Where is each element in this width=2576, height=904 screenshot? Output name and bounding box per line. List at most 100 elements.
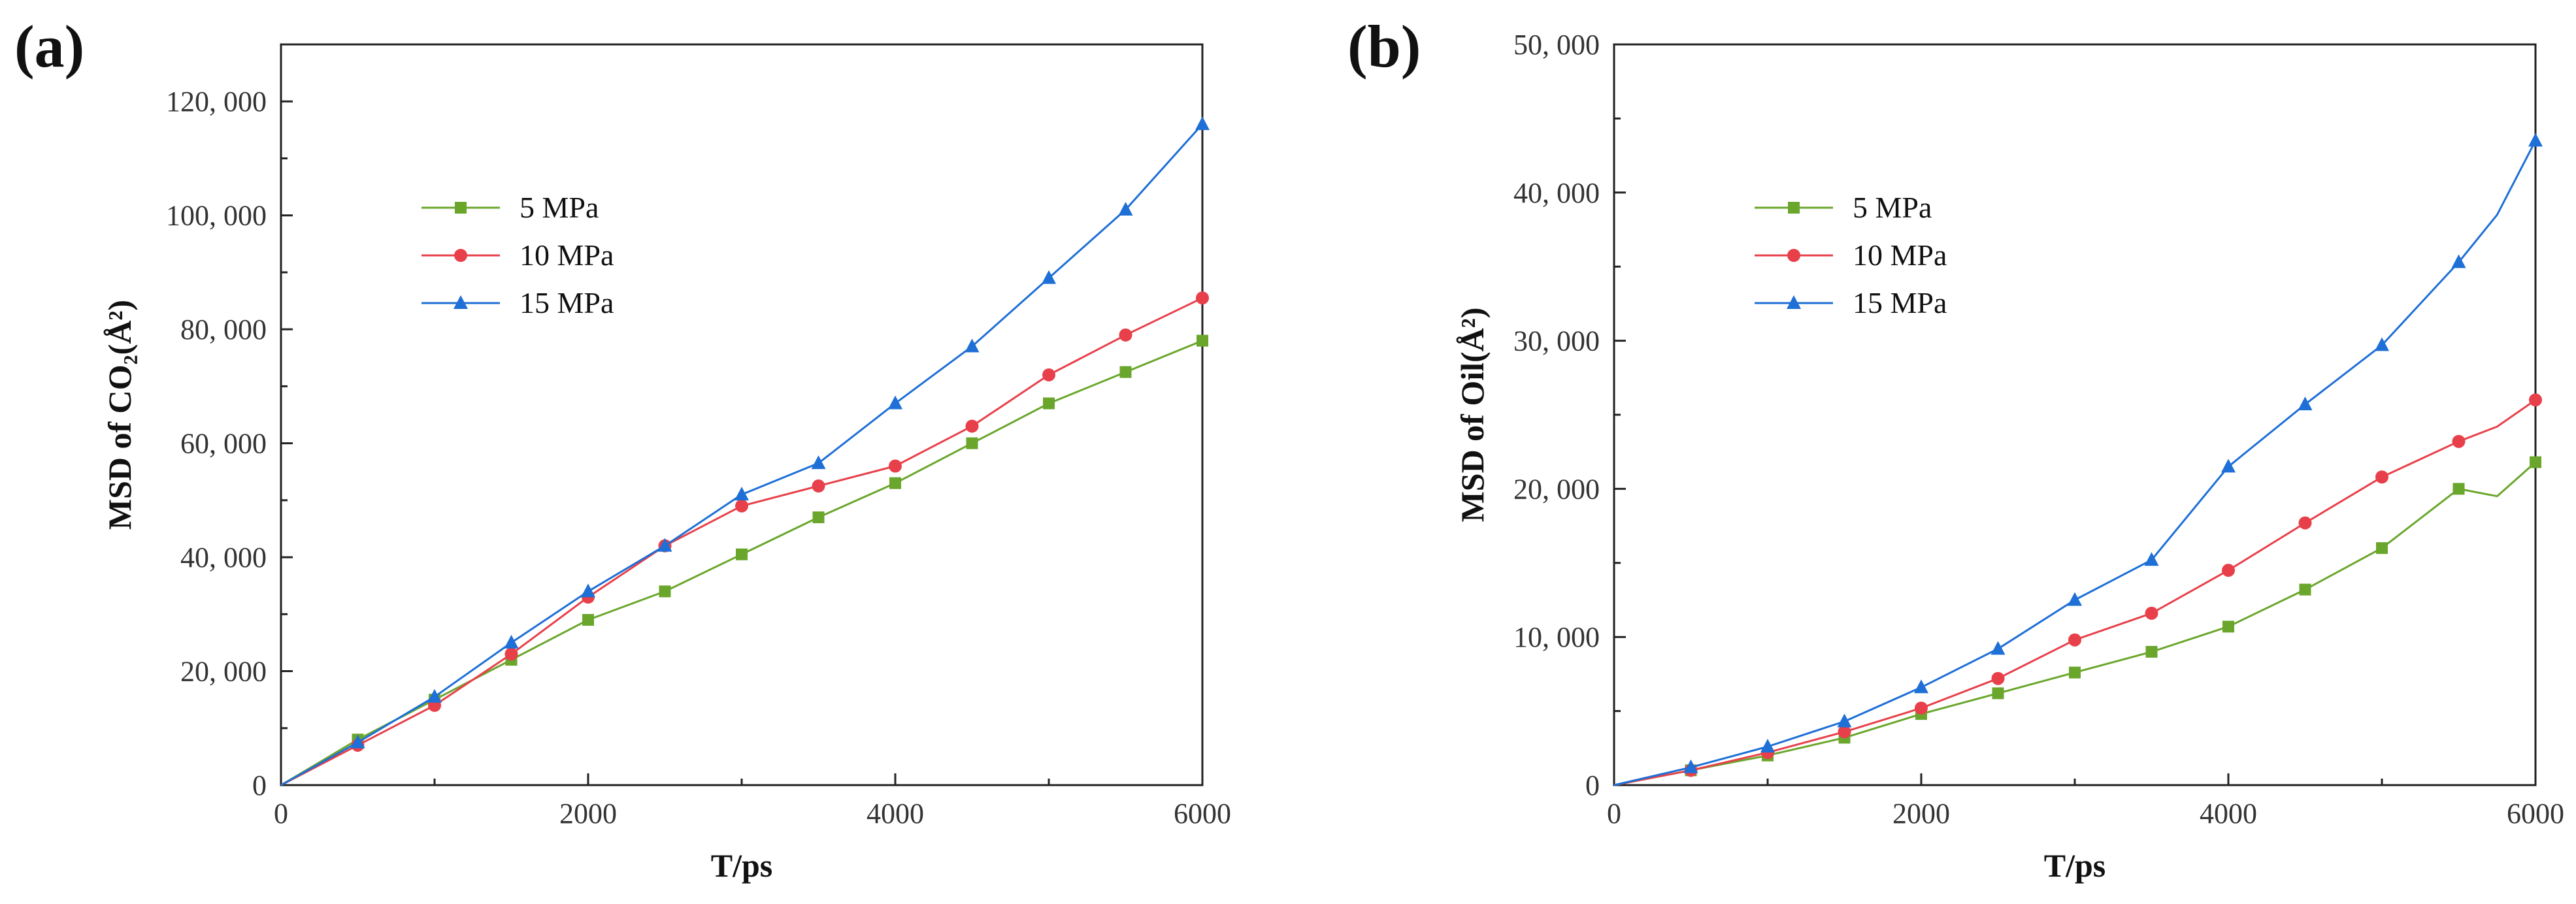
data-point bbox=[1042, 270, 1056, 284]
y-tick-label: 50, 000 bbox=[1513, 29, 1600, 61]
y-axis-label-b: MSD of Oil(Å²) bbox=[1454, 308, 1491, 523]
y-tick-label: 20, 000 bbox=[1513, 473, 1600, 505]
data-point bbox=[504, 647, 518, 661]
data-point bbox=[735, 487, 749, 501]
series-line-15-mpa bbox=[1613, 140, 2537, 786]
data-point bbox=[2145, 606, 2158, 620]
data-point bbox=[2068, 592, 2082, 606]
data-point bbox=[2298, 516, 2312, 530]
data-point bbox=[1197, 334, 1208, 347]
y-tick-label: 40, 000 bbox=[1513, 177, 1600, 209]
data-point bbox=[1118, 201, 1133, 216]
panel-a: (a) 0 2000 4000 6000 0 20, 000 40, 000 60, 000 8… bbox=[14, 13, 1231, 884]
data-point bbox=[1915, 702, 1928, 715]
data-point bbox=[2528, 133, 2543, 147]
series-a bbox=[280, 116, 1210, 786]
data-point bbox=[812, 511, 825, 524]
panel-label-a: (a) bbox=[14, 13, 84, 80]
x-tick-label: 2000 bbox=[1892, 798, 1950, 830]
data-point bbox=[1991, 671, 2005, 685]
data-point bbox=[581, 583, 595, 598]
data-point bbox=[1838, 725, 1851, 739]
data-point bbox=[2375, 470, 2388, 484]
y-axis-label-a: MSD of CO₂(Å²) bbox=[101, 300, 138, 530]
data-point bbox=[659, 585, 671, 598]
data-point bbox=[504, 634, 519, 649]
data-point bbox=[889, 477, 901, 489]
data-point bbox=[1990, 641, 2006, 655]
data-point bbox=[2452, 483, 2465, 495]
x-tick-label: 6000 bbox=[1174, 798, 1231, 830]
data-point bbox=[965, 338, 980, 353]
ticks-b: 0 2000 4000 6000 0 10, 000 20, 000 30, 000 40, 0… bbox=[1513, 29, 2564, 830]
data-point bbox=[2298, 396, 2313, 411]
data-point bbox=[1043, 397, 1055, 410]
ticks-a: 0 2000 4000 6000 0 20, 000 40, 000 60, 000 80, 0… bbox=[166, 86, 1231, 830]
legend-label: 15 MPa bbox=[1853, 286, 1947, 319]
series-line-5-mpa bbox=[1613, 461, 2536, 786]
legend-label: 5 MPa bbox=[1853, 191, 1932, 224]
data-point bbox=[965, 419, 979, 433]
data-point bbox=[2144, 552, 2159, 566]
legend-a: 5 MPa 10 MPa 15 MPa bbox=[421, 191, 614, 319]
data-point bbox=[735, 499, 748, 513]
data-point bbox=[1195, 116, 1210, 131]
data-point bbox=[2222, 564, 2235, 577]
x-tick-label: 2000 bbox=[559, 798, 617, 830]
data-point bbox=[1992, 687, 2004, 700]
data-point bbox=[2376, 542, 2388, 555]
data-point bbox=[1196, 291, 1209, 305]
legend-label: 10 MPa bbox=[520, 238, 614, 272]
data-point bbox=[1837, 713, 1852, 728]
data-point bbox=[2069, 666, 2081, 679]
data-point bbox=[2529, 393, 2542, 407]
x-tick-label: 6000 bbox=[2507, 798, 2564, 830]
x-tick-label: 4000 bbox=[2200, 798, 2257, 830]
panel-b: (b) 0 2000 4000 6000 0 10, 000 20, 000 30, 000 4… bbox=[1347, 13, 2564, 884]
x-tick-label: 0 bbox=[274, 798, 288, 830]
y-tick-label: 0 bbox=[1585, 769, 1600, 801]
data-point bbox=[2222, 621, 2234, 633]
legend-label: 5 MPa bbox=[520, 191, 599, 224]
series-line-5-mpa bbox=[280, 340, 1203, 786]
series-line-10-mpa bbox=[280, 297, 1203, 786]
data-point bbox=[2221, 459, 2236, 473]
data-point bbox=[2375, 337, 2389, 351]
data-point bbox=[2299, 583, 2311, 596]
legend-marker bbox=[1788, 202, 1800, 214]
data-point bbox=[2451, 254, 2466, 268]
y-tick-label: 10, 000 bbox=[1513, 621, 1600, 653]
legend-marker bbox=[1787, 249, 1800, 262]
x-tick-label: 0 bbox=[1607, 798, 1621, 830]
legend-marker bbox=[1787, 295, 1801, 309]
y-tick-label: 0 bbox=[252, 769, 267, 801]
legend-marker bbox=[455, 202, 467, 214]
y-tick-label: 80, 000 bbox=[180, 314, 267, 346]
data-point bbox=[1119, 366, 1132, 378]
data-point bbox=[350, 734, 365, 749]
x-axis-label-b: T/ps bbox=[2044, 847, 2106, 884]
series-line-15-mpa bbox=[280, 123, 1204, 786]
data-point bbox=[2145, 645, 2158, 658]
data-point bbox=[1042, 368, 1055, 381]
legend-marker bbox=[454, 249, 467, 262]
data-point bbox=[811, 455, 826, 470]
data-point bbox=[1119, 328, 1132, 342]
data-point bbox=[966, 437, 978, 449]
y-tick-label: 30, 000 bbox=[1513, 325, 1600, 357]
data-point bbox=[888, 395, 902, 410]
plot-frame-a bbox=[280, 43, 1204, 786]
data-point bbox=[1683, 759, 1698, 773]
data-point bbox=[427, 688, 442, 703]
data-point bbox=[1914, 679, 1928, 694]
legend-label: 10 MPa bbox=[1853, 238, 1947, 272]
x-tick-label: 4000 bbox=[867, 798, 924, 830]
data-point bbox=[2530, 456, 2541, 468]
y-tick-label: 120, 000 bbox=[166, 86, 267, 118]
y-tick-label: 100, 000 bbox=[166, 200, 267, 232]
series-line-10-mpa bbox=[1613, 399, 2536, 786]
data-point bbox=[889, 459, 902, 473]
data-point bbox=[2068, 633, 2081, 647]
y-tick-label: 40, 000 bbox=[180, 541, 267, 573]
